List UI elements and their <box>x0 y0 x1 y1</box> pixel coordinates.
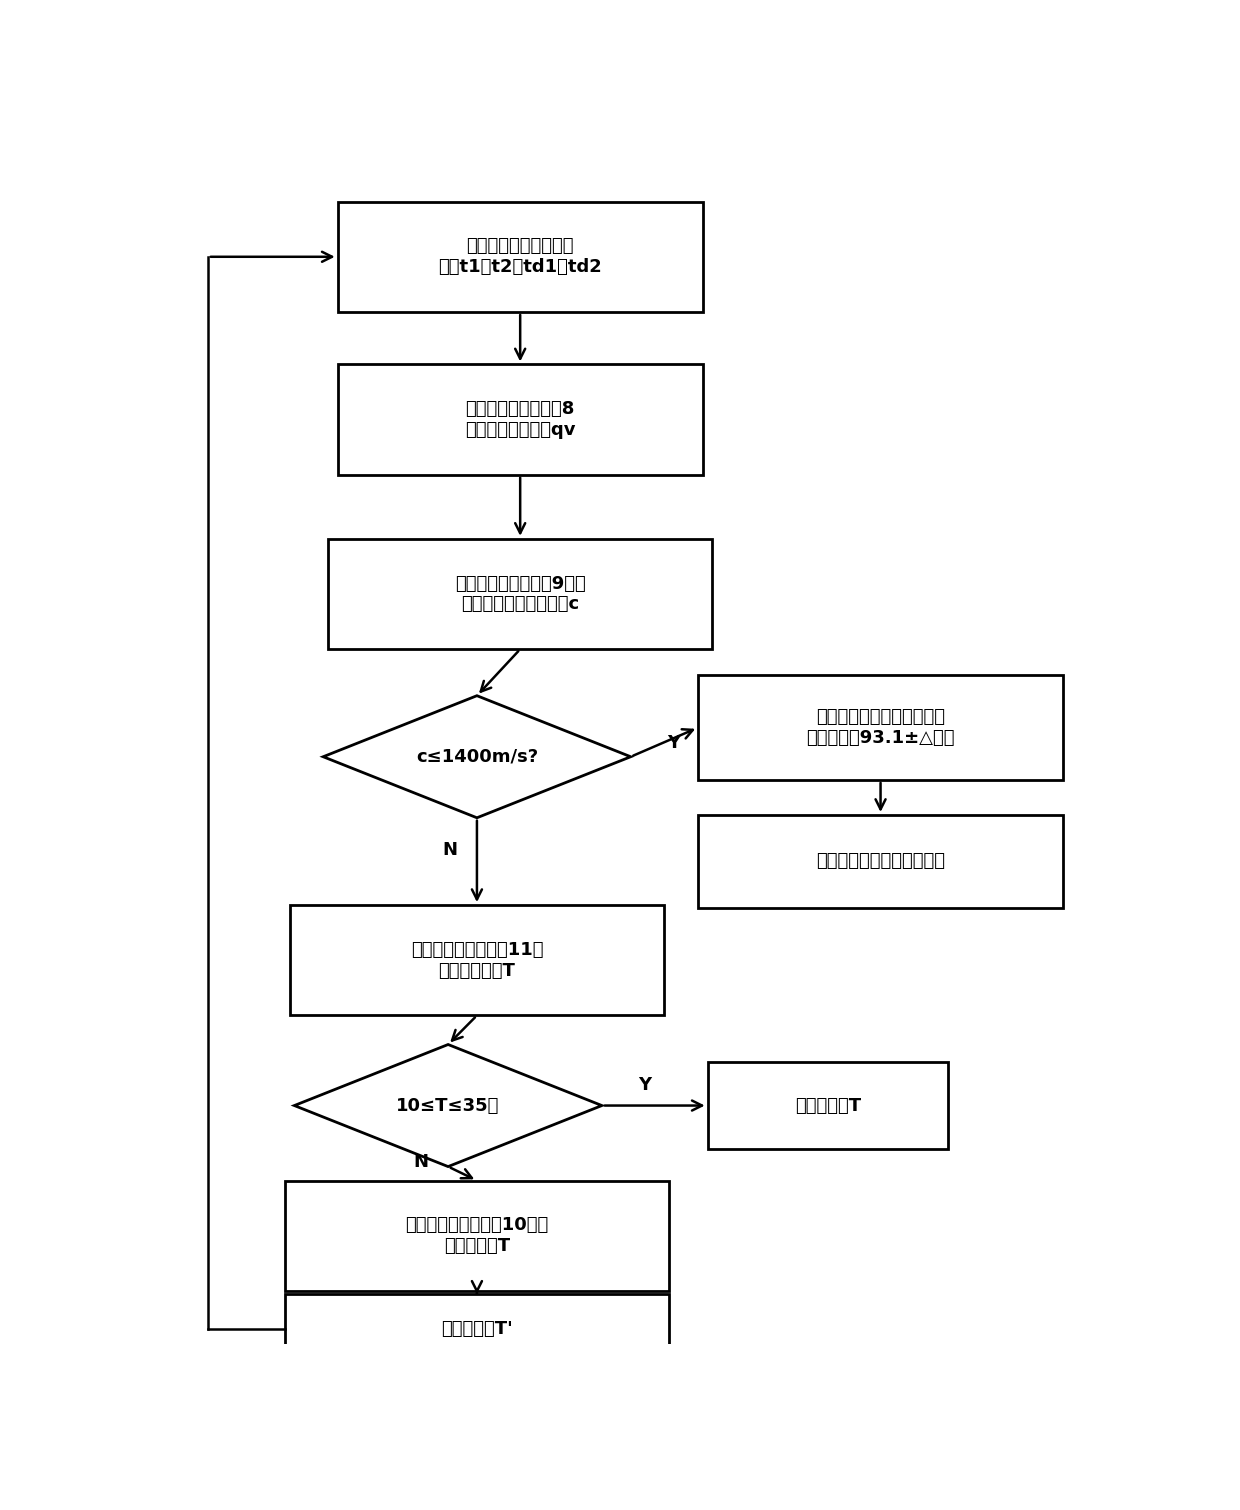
Text: N: N <box>443 841 458 859</box>
Bar <box>337 201 703 313</box>
Text: c≤1400m/s?: c≤1400m/s? <box>415 747 538 766</box>
Text: 热水器主控制器根据10式计
算当前水温T: 热水器主控制器根据10式计 算当前水温T <box>405 1217 548 1255</box>
Bar <box>290 904 665 1015</box>
Text: N: N <box>414 1154 429 1170</box>
Text: 10≤T≤35？: 10≤T≤35？ <box>397 1096 500 1114</box>
Text: 热水器主控制器根据9式计
算当前超声波传播速度c: 热水器主控制器根据9式计 算当前超声波传播速度c <box>455 575 585 613</box>
Polygon shape <box>294 1045 601 1167</box>
Text: Y: Y <box>639 1075 652 1093</box>
Polygon shape <box>324 696 631 818</box>
Text: 当前水温为T': 当前水温为T' <box>441 1320 513 1338</box>
Text: 热水器主控制器控制超声波
传感器输出93.1±△频率: 热水器主控制器控制超声波 传感器输出93.1±△频率 <box>806 708 955 747</box>
Bar <box>285 1181 670 1291</box>
Text: 开启水流量传感器防冻功能: 开启水流量传感器防冻功能 <box>816 852 945 870</box>
Text: 热水器主控制器获取、
计算t1、t2、td1、td2: 热水器主控制器获取、 计算t1、t2、td1、td2 <box>438 237 603 276</box>
Bar <box>327 539 713 649</box>
Bar <box>285 1294 670 1364</box>
Bar <box>698 815 1063 908</box>
Text: Y: Y <box>667 734 681 752</box>
Text: 热水器主控制器根据11式
计算当前水温T: 热水器主控制器根据11式 计算当前水温T <box>410 941 543 980</box>
Bar <box>698 675 1063 781</box>
Bar <box>708 1062 947 1149</box>
Bar <box>337 364 703 474</box>
Text: 当前水温为T: 当前水温为T <box>795 1096 861 1114</box>
Text: 热水器主控制器根据8
式计算当前水流量qv: 热水器主控制器根据8 式计算当前水流量qv <box>465 400 575 439</box>
